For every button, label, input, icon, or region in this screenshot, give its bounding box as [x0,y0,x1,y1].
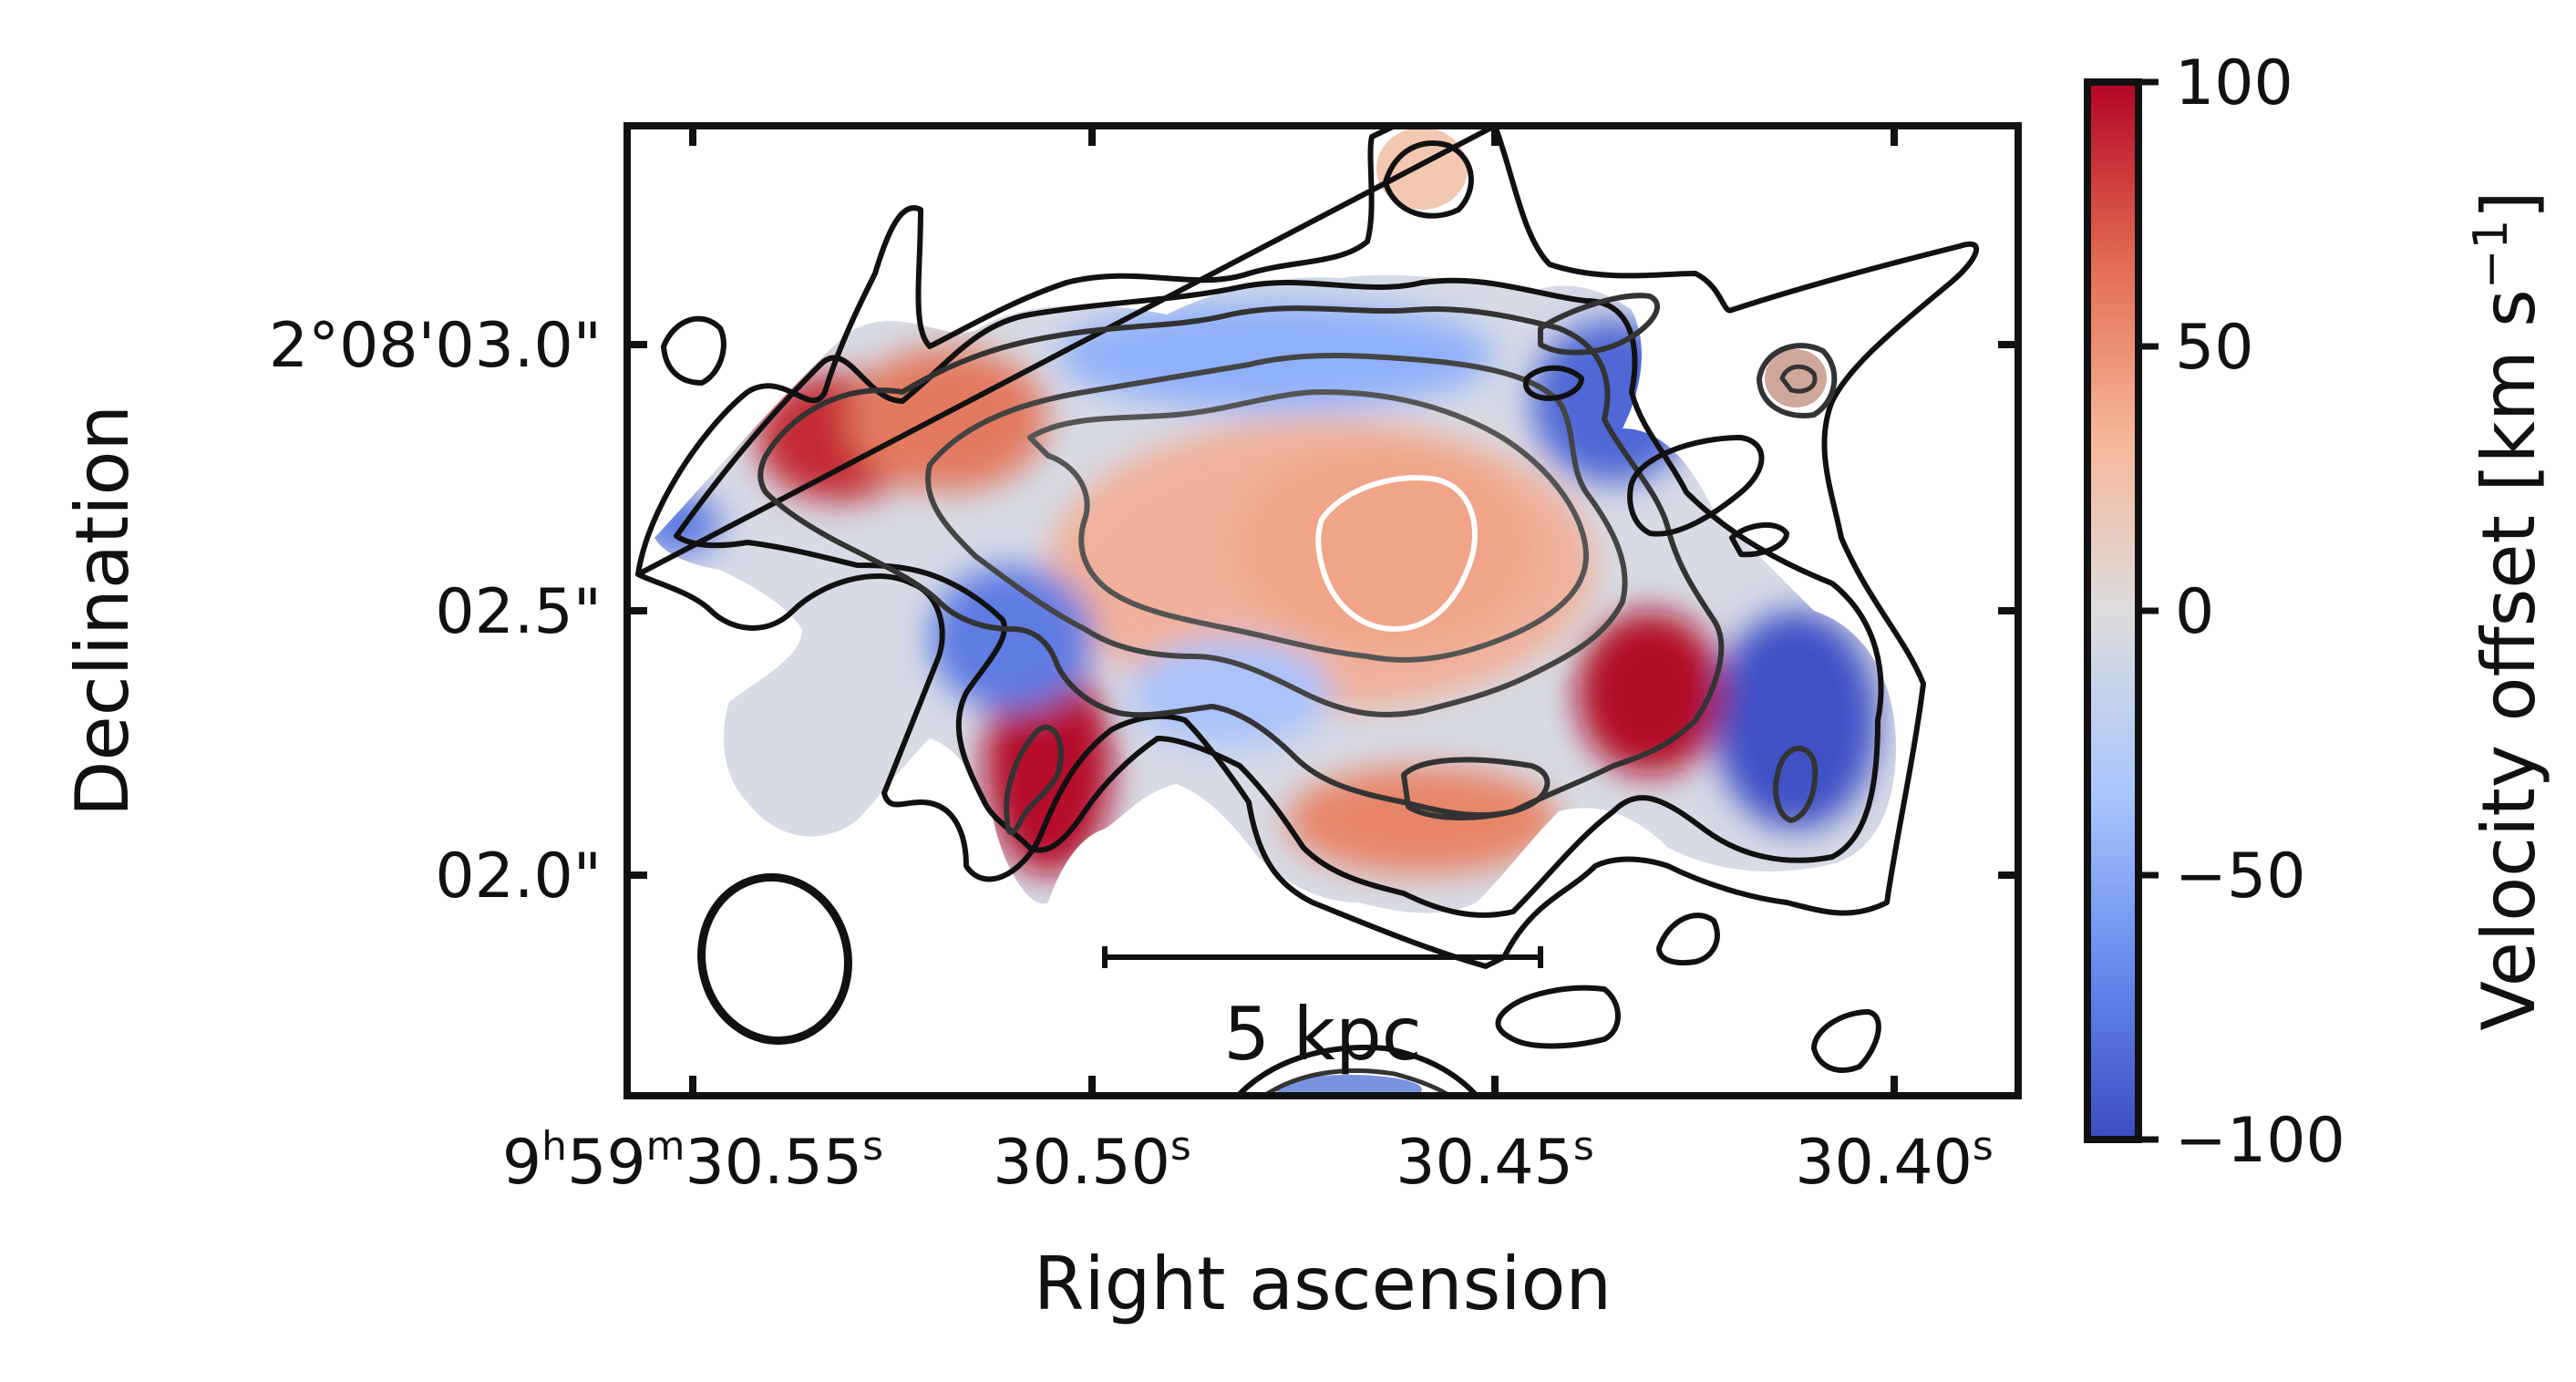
contour-outer-2 [674,277,1884,918]
colorbar-tick-label-2: 0 [2175,576,2214,648]
contour-east-knot-1 [1757,343,1838,418]
contour-south-loop [1401,757,1551,820]
colorbar-ticks: 100 50 0 −50 −100 [2138,47,2345,1177]
contour-south-strip [1495,985,1621,1049]
contour-lines [635,126,1980,1096]
x-tick-label-1: 30.50s [993,1123,1191,1199]
contour-east-blob [1627,435,1765,537]
contour-inner [1027,389,1589,663]
y-tick-label-0: 2°08'03.0" [269,310,602,382]
contour-peak [1315,475,1478,632]
contour-mid-1 [757,305,1725,819]
colorbar-gradient [2087,82,2138,1140]
x-tick-0-m: 59 [567,1127,646,1199]
y-ticks [627,341,2018,879]
heat-blob-ne-strip [1057,301,1495,410]
colorbar-label-end: ] [2467,191,2551,219]
colorbar-tick-label-3: −50 [2175,841,2306,913]
contour-west-blob [661,315,726,386]
heat-south-bottom [1276,1075,1422,1096]
beam-ellipse [697,872,852,1046]
scale-bar-label: 5 kpc [1223,992,1421,1077]
contour-ne-loop [1538,293,1660,356]
contour-bottom-arc-2 [1264,1068,1452,1096]
heat-blob-south-east [1577,611,1723,775]
x-tick-0-h-unit: h [541,1123,567,1170]
colorbar-tick-label-0: 100 [2175,47,2293,119]
y-tick-label-1: 02.5" [435,576,602,648]
x-tick-label-0: 9h59m30.55s [502,1123,883,1199]
heat-blob-center-core [1240,447,1531,647]
contour-north-cap [1383,139,1474,219]
x-tick-0-s-unit: s [862,1123,883,1170]
colorbar-label-sup: −1 [2464,219,2519,289]
x-tick-3-s: 30.40 [1795,1127,1973,1199]
x-tick-label-3: 30.40s [1795,1123,1994,1199]
y-tick-label-2: 02.0" [435,841,602,913]
contour-mid-2 [925,353,1628,717]
heat-blob-south-arc [1285,766,1559,875]
colorbar-tick-label-1: 50 [2175,312,2254,384]
colorbar-tick-label-4: −100 [2175,1105,2345,1177]
contour-small-ne [1522,365,1584,401]
colorbar-label-main: Velocity offset [km s [2467,289,2551,1031]
x-tick-1-s-unit: s [1170,1123,1191,1170]
contour-east-knot-2 [1779,364,1818,394]
x-tick-2-s-unit: s [1573,1123,1594,1170]
contour-south-knot [1004,725,1064,836]
heat-blob-sw-blue [930,565,1094,711]
x-axis-label: Right ascension [1034,1242,1612,1326]
scale-bar [1102,946,1543,968]
contour-far-se [1811,1009,1881,1073]
x-tick-label-2: 30.45s [1396,1123,1594,1199]
x-tick-1-s: 30.50 [993,1127,1170,1199]
x-tick-2-s: 30.45 [1396,1127,1573,1199]
x-tick-3-s-unit: s [1973,1123,1994,1170]
contour-east-small [1729,521,1789,558]
heat-east-knot [1765,349,1827,407]
contour-south-east-loop [1656,913,1720,966]
x-tick-0-m-unit: m [646,1123,685,1170]
contour-bottom-arc [1237,1045,1479,1096]
x-ticks [689,126,1898,1096]
heat-blob-east-rim [1714,611,1878,830]
x-tick-0-s: 30.55 [685,1127,862,1199]
contour-east-inner-loop [1773,745,1819,823]
y-axis-label: Declination [60,405,145,817]
heat-north-cap [1376,128,1468,210]
colorbar-label: Velocity offset [km s−1] [2464,191,2551,1030]
x-tick-0-h: 9 [502,1127,541,1199]
